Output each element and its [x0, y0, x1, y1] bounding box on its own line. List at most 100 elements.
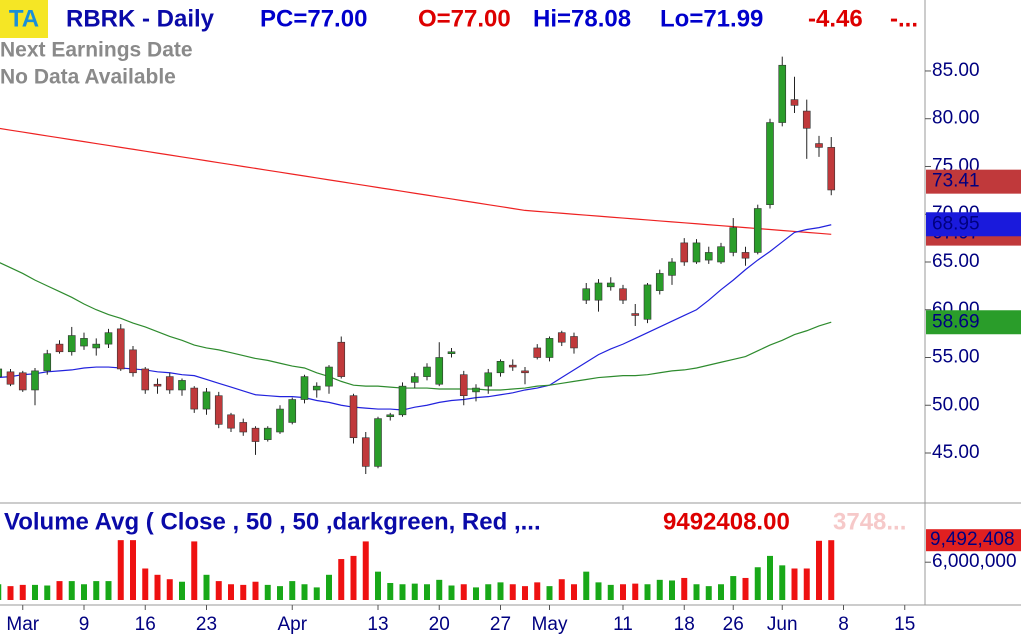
volume-bar [0, 584, 2, 600]
volume-bar [387, 582, 394, 600]
candle-body [704, 252, 713, 261]
volume-bar [44, 585, 51, 600]
candle-body [643, 284, 652, 320]
volume-bar [509, 584, 516, 600]
candle-body [104, 332, 113, 345]
volume-bar [497, 582, 504, 600]
volume-bar [191, 541, 198, 600]
ticker-badge: TA [9, 5, 39, 32]
header-field: O=77.00 [418, 5, 511, 32]
x-tick-label: 13 [367, 614, 388, 635]
candle-body [300, 376, 309, 400]
y-tick-label: 45.00 [932, 442, 980, 463]
volume-bar [632, 583, 639, 600]
candle-body [129, 349, 137, 374]
candle-body [484, 372, 493, 387]
candle-body [680, 242, 689, 263]
volume-bar [791, 568, 798, 600]
candle-body [55, 343, 64, 353]
candle-body [288, 399, 297, 423]
candle-body [741, 252, 750, 259]
candle-body [374, 418, 382, 467]
volume-bar [583, 571, 590, 600]
candle-body [31, 370, 39, 391]
volume-bar [179, 581, 185, 600]
candle-body [0, 368, 3, 377]
volume-bar [607, 584, 614, 600]
candle-body [153, 383, 162, 387]
volume-bar [228, 584, 234, 600]
x-tick-label: Jun [767, 614, 798, 635]
candle-body [239, 422, 248, 433]
candle-body [214, 395, 223, 425]
volume-bar [595, 582, 602, 600]
candle-body [80, 338, 88, 347]
candle-body [447, 351, 456, 354]
volume-bar [105, 581, 112, 600]
volume-bar [252, 581, 259, 600]
axes: Mar 9 16 23 Apr 13 20 27 May 11 18 26 Jun 8 15 45.00 50.… [6, 60, 1021, 635]
candle-body [533, 347, 542, 358]
candle-body [349, 395, 358, 439]
volume-bar [473, 587, 479, 600]
candle-body [410, 376, 419, 383]
header-field: -4.46 [808, 5, 863, 32]
volume-bar [203, 574, 210, 600]
candle-body [6, 371, 15, 385]
volume-bar [779, 565, 786, 600]
volume-label-box [926, 529, 1021, 552]
moving-average [0, 127, 832, 235]
volume-bar [7, 586, 14, 600]
candle-body [815, 143, 823, 148]
volume-bar [534, 582, 541, 600]
volume-bar [362, 541, 369, 600]
candle-body [312, 385, 321, 391]
price-label-box [926, 310, 1021, 335]
volume-bar [424, 584, 430, 600]
candle-body [729, 227, 738, 253]
volume-bar [154, 574, 161, 600]
volume-bar [693, 584, 700, 600]
volume-label: 9,492,408 [930, 529, 1015, 550]
note: No Data Available [0, 66, 176, 89]
candle-body [557, 332, 566, 343]
candle-body [325, 366, 333, 387]
volume-bar [215, 581, 222, 600]
candle-body [570, 336, 578, 349]
volume-bar [350, 555, 357, 600]
volume-bar [301, 584, 308, 600]
volume-faded: 3748... [833, 508, 906, 535]
x-tick-label: 23 [196, 614, 217, 635]
price-label-box [926, 169, 1021, 194]
volume-bar [705, 586, 712, 600]
candle-body [178, 380, 186, 391]
candle-body [423, 366, 431, 377]
candle-body [202, 391, 211, 410]
candle-body [802, 110, 811, 129]
volume-last: 9492408.00 [663, 508, 790, 535]
header-field: Hi=78.08 [533, 5, 631, 32]
volume-bar [142, 568, 149, 600]
volume-bar [460, 584, 467, 600]
candle-body [545, 338, 554, 358]
candle-body [227, 414, 235, 429]
candle-body [276, 408, 284, 433]
candle-body [251, 427, 260, 442]
candle-body [619, 288, 627, 301]
volume-bar [81, 584, 87, 600]
volume-bar [571, 584, 577, 600]
volume-bar [338, 559, 345, 600]
volume-bar [742, 577, 749, 600]
y-tick-label: 80.00 [932, 108, 980, 129]
volume-bar [546, 586, 553, 600]
candle-body [766, 122, 774, 205]
candle-body [165, 376, 174, 391]
volume-bar [730, 576, 737, 600]
candle-body [668, 261, 676, 276]
volume-bar [19, 584, 26, 600]
note: Next Earnings Date [0, 39, 193, 62]
candle-body [263, 427, 272, 440]
volume-bar [681, 577, 688, 600]
volume-bar [411, 583, 418, 600]
